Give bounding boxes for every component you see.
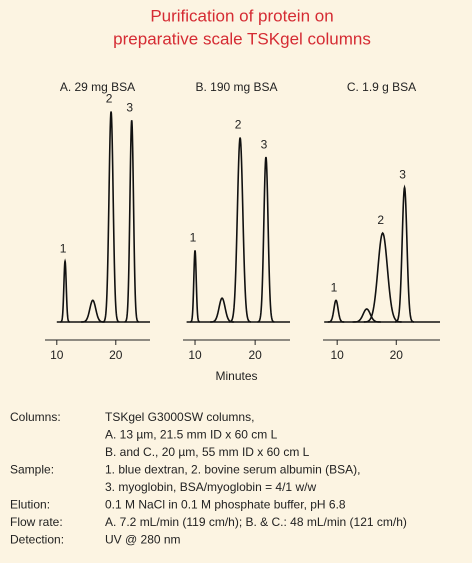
x-tick-label: 10 [331, 348, 345, 362]
peak-label: 3 [261, 137, 268, 151]
peak [102, 111, 120, 323]
condition-text: 0.1 M NaCl in 0.1 M phosphate buffer, pH… [105, 498, 346, 512]
peak [60, 258, 70, 323]
peak [210, 297, 235, 323]
peak-label: 3 [399, 168, 406, 182]
peak-label: 1 [60, 241, 67, 255]
condition-text: 1. blue dextran, 2. bovine serum albumin… [105, 463, 360, 477]
peak [395, 184, 415, 323]
x-tick-label: 10 [50, 348, 64, 362]
condition-text: 3. myoglobin, BSA/myoglobin = 4/1 w/w [105, 480, 316, 494]
figure-title: Purification of protein on [150, 6, 333, 25]
peak [229, 137, 252, 323]
peak-label: 3 [126, 100, 133, 114]
peak-label: 2 [377, 213, 384, 227]
condition-text: B. and C., 20 µm, 55 mm ID x 60 cm L [105, 445, 310, 459]
peak [257, 156, 275, 323]
condition-label: Columns: [10, 410, 61, 424]
peak-label: 1 [190, 231, 197, 245]
condition-label: Sample: [10, 463, 54, 477]
peak-label: 2 [235, 118, 242, 132]
condition-label: Detection: [10, 533, 64, 547]
condition-text: A. 7.2 mL/min (119 cm/h); B. & C.: 48 mL… [105, 515, 407, 529]
peak [352, 308, 381, 323]
peak-label: 2 [106, 92, 113, 106]
panel-title: B. 190 mg BSA [195, 80, 277, 94]
peak [80, 299, 105, 323]
peak-label: 1 [331, 280, 338, 294]
x-tick-label: 20 [109, 348, 123, 362]
peak [363, 231, 402, 323]
condition-label: Flow rate: [10, 515, 63, 529]
condition-text: A. 13 µm, 21.5 mm ID x 60 cm L [105, 428, 278, 442]
peak [124, 120, 139, 323]
condition-text: UV @ 280 nm [105, 533, 181, 547]
panel-title: C. 1.9 g BSA [347, 80, 416, 94]
condition-text: TSKgel G3000SW columns, [105, 410, 254, 424]
condition-label: Elution: [10, 498, 50, 512]
panel-title: A. 29 mg BSA [60, 80, 135, 94]
x-tick-label: 20 [248, 348, 262, 362]
x-tick-label: 10 [188, 348, 202, 362]
peak [190, 250, 200, 323]
x-axis-label: Minutes [215, 369, 257, 383]
peak [327, 299, 345, 323]
x-tick-label: 20 [390, 348, 404, 362]
figure-title: preparative scale TSKgel columns [113, 29, 371, 48]
